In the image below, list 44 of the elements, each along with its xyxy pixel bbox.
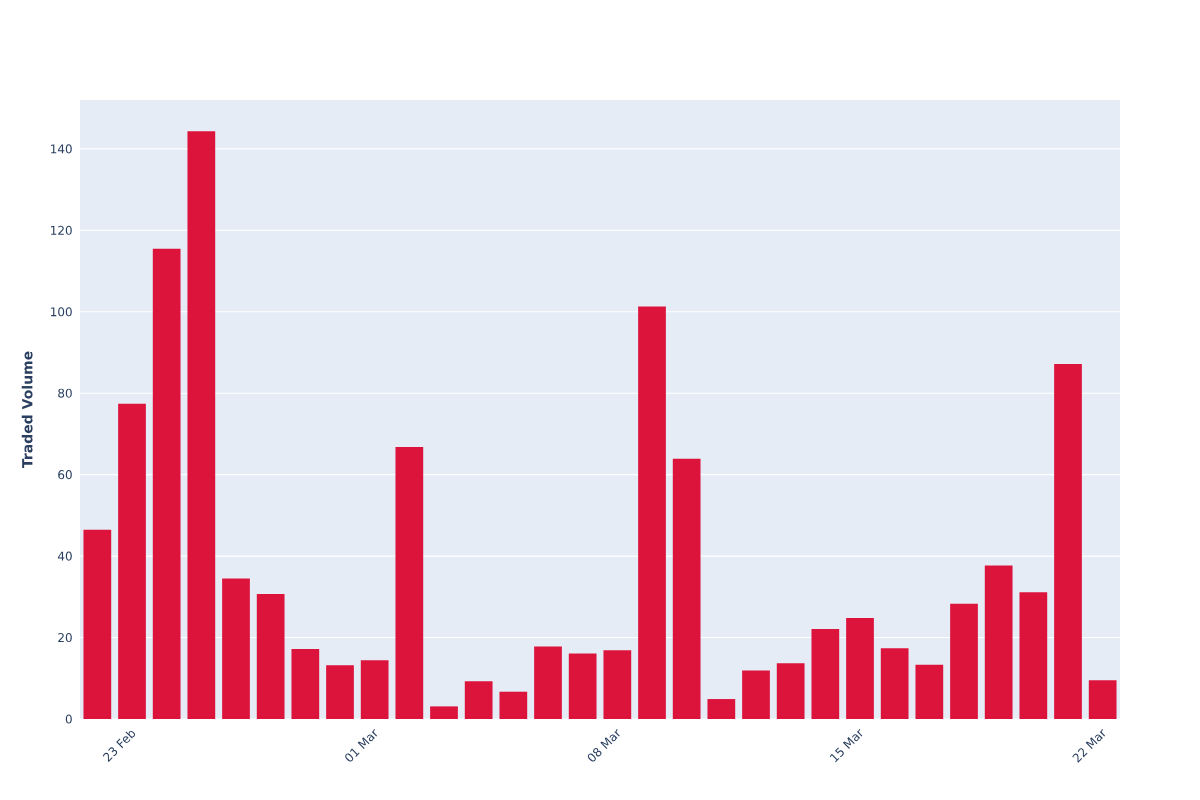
bar — [1019, 592, 1048, 719]
y-tick-label: 40 — [57, 551, 72, 561]
x-tick-label: 15 Mar — [829, 729, 863, 763]
y-tick-label: 20 — [58, 633, 72, 643]
bar — [326, 665, 354, 719]
bar — [776, 663, 805, 719]
bar — [742, 670, 770, 719]
y-tick-label: 60 — [58, 470, 72, 480]
bar — [152, 248, 181, 719]
y-tick-label: 140 — [51, 144, 72, 154]
bar — [360, 660, 389, 719]
bar — [256, 593, 285, 719]
x-tick-label: 23 Feb — [102, 730, 136, 762]
x-tick-label: 22 Mar — [1072, 729, 1106, 763]
bar — [984, 565, 1013, 719]
bar — [846, 618, 874, 719]
y-axis-title: Traded Volume — [21, 351, 33, 469]
bar — [118, 403, 146, 719]
bar — [222, 578, 250, 719]
bar — [83, 529, 112, 719]
bar — [603, 650, 632, 719]
bar — [464, 681, 493, 719]
y-tick-label: 100 — [51, 307, 72, 317]
y-tick-label: 80 — [58, 388, 72, 398]
x-tick-label: 01 Mar — [345, 729, 378, 762]
y-tick-label: 0 — [65, 714, 72, 724]
bar — [880, 648, 909, 719]
bar — [707, 699, 736, 719]
bar — [915, 664, 944, 719]
bar — [672, 458, 701, 719]
bar — [499, 691, 528, 719]
bar — [1054, 363, 1082, 719]
bar — [534, 646, 562, 719]
bar — [430, 706, 458, 719]
bar — [291, 648, 320, 719]
bar — [187, 131, 216, 719]
y-tick-label: 120 — [51, 225, 72, 235]
bar — [811, 629, 840, 719]
bar — [638, 306, 666, 719]
bar — [950, 603, 978, 719]
x-tick-label: 08 Mar — [587, 729, 620, 762]
bar — [568, 653, 597, 719]
bar — [395, 446, 424, 719]
bar — [1088, 680, 1117, 719]
